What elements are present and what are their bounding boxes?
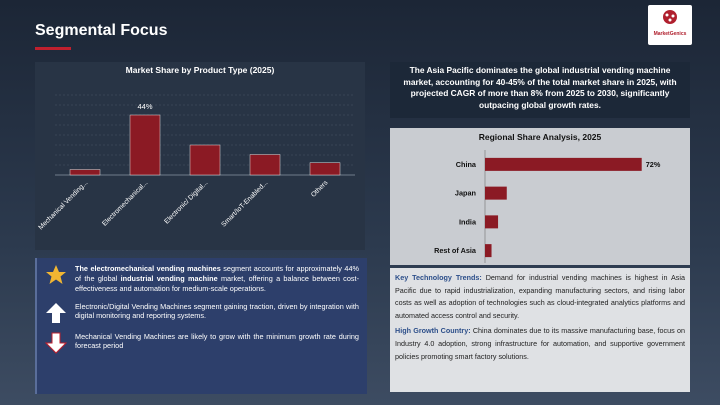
note-label: Key Technology Trends:: [395, 273, 482, 282]
bar: [485, 215, 499, 229]
value-label: 72%: [646, 160, 661, 169]
bar: [485, 157, 642, 171]
bar: [129, 114, 161, 176]
y-tick-label: Japan: [455, 189, 476, 198]
bar: [69, 169, 101, 176]
value-label: 44%: [137, 102, 152, 111]
note-text: Electronic/Digital Vending Machines segm…: [75, 301, 359, 321]
x-tick-label: Smart/IoT-Enabled...: [220, 179, 269, 228]
bar: [249, 154, 281, 176]
note-label: High Growth Country:: [395, 326, 471, 336]
chart-title: Regional Share Analysis, 2025: [479, 132, 602, 142]
note: Electronic/Digital Vending Machines segm…: [45, 302, 359, 324]
slide-title: Segmental Focus: [35, 22, 168, 39]
chart-region: Regional Share Analysis, 2025 China 72% Jap…: [390, 128, 690, 265]
x-tick-label: Others: [310, 179, 330, 199]
y-tick-label: China: [456, 160, 477, 169]
up-icon: [46, 302, 66, 323]
title-underline: [35, 47, 71, 50]
left-notes: The electromechanical vending machines s…: [35, 258, 367, 394]
note-text: segment accounts for approximately 44% o…: [75, 264, 359, 283]
x-tick-label: Electronic/ Digital...: [163, 179, 209, 225]
bar: [189, 144, 221, 176]
star-icon: [46, 265, 66, 284]
chart-product: Market Share by Product Type (2025) Mecha…: [35, 62, 365, 250]
note-text: The electromechanical vending machines: [75, 264, 221, 273]
bar: [485, 244, 492, 258]
y-tick-label: Rest of Asia: [434, 246, 477, 255]
note-text: Demand for industrial vending machines i…: [395, 273, 686, 320]
bar: [485, 186, 507, 200]
note: The electromechanical vending machines s…: [45, 264, 359, 294]
note-text: Mechanical Vending Machines are likely t…: [75, 331, 359, 351]
y-tick-label: India: [459, 217, 477, 226]
summary: The Asia Pacific dominates the global in…: [390, 62, 690, 118]
note-text: industrial vending machine: [120, 273, 218, 283]
note-text: market, offering a balance between cost-…: [75, 273, 359, 293]
note: Mechanical Vending Machines are likely t…: [45, 332, 359, 354]
down-icon: [45, 332, 67, 354]
note: High Growth Country: China dominates due…: [395, 325, 685, 363]
logo-text: MarketGenics: [653, 31, 687, 37]
x-tick-label: Mechanical Vending...: [37, 179, 89, 231]
note: Key Technology Trends: Demand for indust…: [395, 272, 685, 322]
logo: MarketGenics: [648, 5, 692, 45]
bar: [309, 162, 341, 176]
note-text: China dominates due to its massive manuf…: [395, 326, 685, 361]
chart-title: Market Share by Product Type (2025): [126, 65, 275, 75]
logo-icon: [663, 10, 677, 24]
x-tick-label: Electromechanical...: [101, 179, 149, 227]
right-notes: Key Technology Trends: Demand for indust…: [390, 268, 690, 392]
